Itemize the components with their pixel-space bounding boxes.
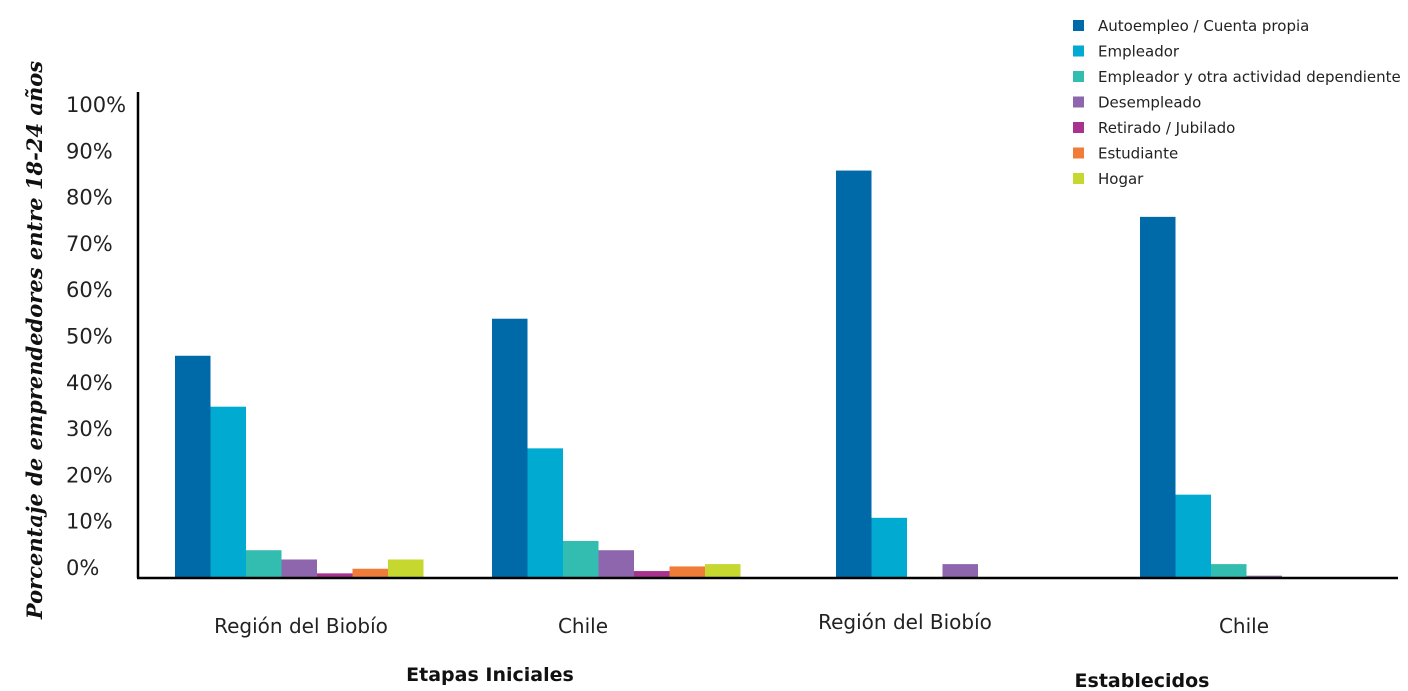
bar [352,568,388,578]
y-tick-label: 40% [66,371,113,395]
bar [175,355,211,578]
y-axis-ticks: 0% 10% 20% 30% 40% 50% 60% 70% 80% 90% 100% [66,93,126,580]
legend-swatch [1073,20,1084,31]
y-tick-label: 90% [66,139,113,163]
legend-label: Retirado / Jubilado [1098,119,1235,137]
bar [388,559,424,578]
y-tick-label: 100% [66,93,126,117]
group-label: Etapas Iniciales [406,664,574,686]
legend: Autoempleo / Cuenta propia Empleador Emple… [1073,17,1401,188]
y-axis-label: Porcentaje de emprendedores entre 18-24 … [22,61,47,620]
legend-swatch [1073,173,1084,184]
bar [1211,564,1247,578]
bar [246,550,282,578]
bar [563,540,599,578]
bar [871,517,907,578]
bar [210,406,246,578]
bars [175,170,1282,579]
group-label: Establecidos [1075,670,1210,691]
bar [281,559,317,578]
bar [1175,494,1211,578]
legend-swatch [1073,45,1084,57]
y-tick-label: 0% [66,556,99,580]
y-tick-label: 60% [66,278,113,302]
legend-label: Desempleado [1098,94,1201,112]
legend-label: Autoempleo / Cuenta propia [1098,17,1309,35]
bar [669,566,705,578]
bar [1140,216,1176,579]
y-tick-label: 50% [66,325,113,349]
bar [634,571,670,578]
legend-label: Empleador [1098,43,1180,61]
legend-swatch [1073,71,1084,82]
legend-label: Empleador y otra actividad dependiente [1098,68,1401,86]
legend-swatch [1073,122,1084,133]
category-label: Chile [1219,614,1269,638]
legend-swatch [1073,147,1084,159]
bar [598,550,634,578]
legend-label: Hogar [1098,170,1144,188]
y-tick-label: 30% [66,417,113,441]
y-tick-label: 20% [66,463,113,487]
bar [705,564,741,578]
category-label: Región del Biobío [214,614,388,638]
legend-swatch [1073,96,1084,108]
bar [317,573,353,578]
category-labels: Región del Biobío Chile Región del Biobío C… [214,610,1269,638]
bar [492,318,528,578]
legend-label: Estudiante [1098,145,1178,163]
y-axis-label-group: Porcentaje de emprendedores entre 18-24 … [22,61,47,620]
group-labels: Etapas Iniciales Establecidos [406,664,1209,691]
bar [836,170,872,578]
category-label: Región del Biobío [818,610,992,634]
category-label: Chile [558,614,608,638]
bar [527,448,563,578]
y-tick-label: 10% [66,510,113,534]
y-tick-label: 70% [66,232,113,256]
y-tick-label: 80% [66,186,113,210]
bar [942,564,978,578]
